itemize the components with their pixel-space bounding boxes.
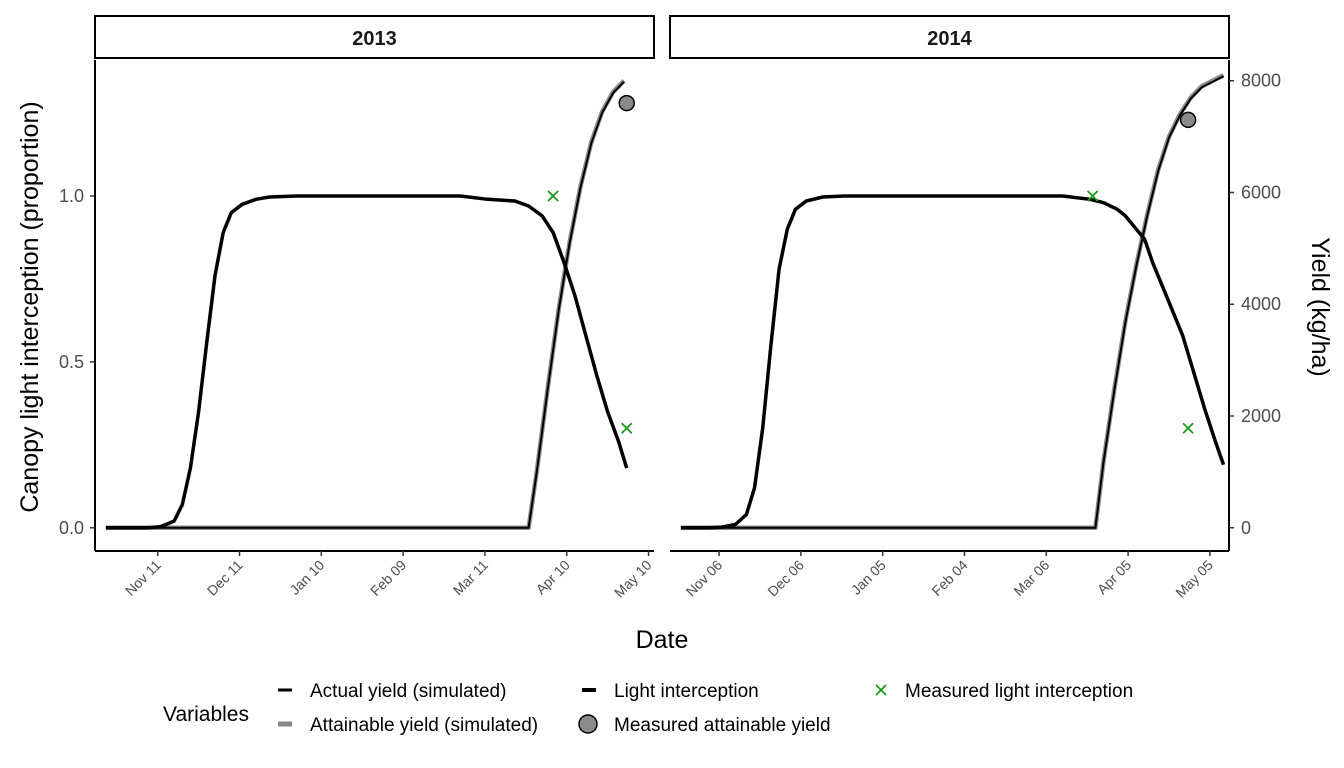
point-measured-light-interception — [1182, 422, 1194, 434]
point-measured-light-interception — [621, 422, 633, 434]
left-y-axis: 0.0 0.5 1.0 — [59, 186, 95, 538]
legend: Variables Actual yield (simulated) Attain… — [163, 681, 1133, 736]
right-y-tick-label: 8000 — [1241, 71, 1281, 91]
x-tick-label: Mar 11 — [450, 557, 492, 599]
point-measured-light-interception — [547, 190, 559, 202]
left-y-tick-label: 1.0 — [59, 186, 84, 206]
x-tick-label: Apr 10 — [532, 557, 573, 598]
legend-key — [875, 684, 887, 696]
panel-2013: 2013 Nov 11 Dec 11 Jan 10 Feb 09 Mar 11 Apr 10… — [94, 15, 655, 601]
right-y-tick-label: 2000 — [1241, 406, 1281, 426]
left-y-axis-title: Canopy light interception (proportion) — [16, 101, 44, 512]
x-tick-label: Feb 04 — [928, 557, 970, 599]
right-y-tick-label: 0 — [1241, 518, 1251, 538]
right-y-axis-title: Yield (kg/ha) — [1306, 237, 1334, 376]
series-attainable-yield — [105, 79, 626, 531]
legend-key — [578, 714, 598, 734]
left-y-tick-label: 0.5 — [59, 352, 84, 372]
strip-2013 — [94, 15, 655, 59]
point-measured-attainable-yield — [1179, 111, 1197, 129]
x-tick-label: Feb 09 — [367, 557, 409, 599]
series-actual-yield — [105, 81, 625, 529]
x-tick-label: Nov 11 — [122, 557, 164, 599]
right-y-axis: 0 2000 4000 6000 8000 — [1229, 71, 1281, 538]
legend-label: Measured attainable yield — [614, 715, 831, 736]
strip-label-2014: 2014 — [927, 28, 972, 50]
legend-label: Attainable yield (simulated) — [310, 715, 538, 736]
legend-label: Measured light interception — [905, 681, 1133, 702]
legend-label: Actual yield (simulated) — [310, 681, 506, 702]
x-tick-label: Jan 05 — [848, 557, 889, 598]
left-y-tick-label: 0.0 — [59, 518, 84, 538]
x-axis-title: Date — [636, 626, 689, 654]
x-tick-label: Dec 06 — [764, 557, 807, 600]
x-tick-label: Dec 11 — [204, 557, 246, 599]
strip-label-2013: 2013 — [352, 28, 397, 50]
x-tick-label: Mar 06 — [1010, 557, 1052, 599]
series-actual-yield — [680, 75, 1224, 529]
legend-label: Light interception — [614, 681, 759, 702]
series-attainable-yield — [680, 73, 1225, 531]
point-measured-light-interception — [1087, 190, 1099, 202]
point-measured-attainable-yield — [618, 94, 635, 112]
panels: 2013 Nov 11 Dec 11 Jan 10 Feb 09 Mar 11 Apr 10… — [94, 15, 1230, 601]
right-y-tick-label: 4000 — [1241, 294, 1281, 314]
x-tick-label: Jan 10 — [286, 557, 327, 598]
x-tick-label: May 05 — [1172, 557, 1216, 601]
strip-2014 — [669, 15, 1230, 59]
x-tick-label: Nov 06 — [683, 557, 726, 600]
right-y-tick-label: 6000 — [1241, 182, 1281, 202]
x-tick-label: Apr 05 — [1094, 557, 1135, 598]
legend-title: Variables — [163, 703, 249, 726]
series-light-interception — [105, 194, 629, 530]
series-light-interception — [680, 194, 1226, 530]
panel-2014: 2014 Nov 06 Dec 06 Jan 05 Feb 04 Mar 06 Apr 05… — [669, 15, 1230, 601]
x-tick-label: May 10 — [611, 557, 655, 601]
